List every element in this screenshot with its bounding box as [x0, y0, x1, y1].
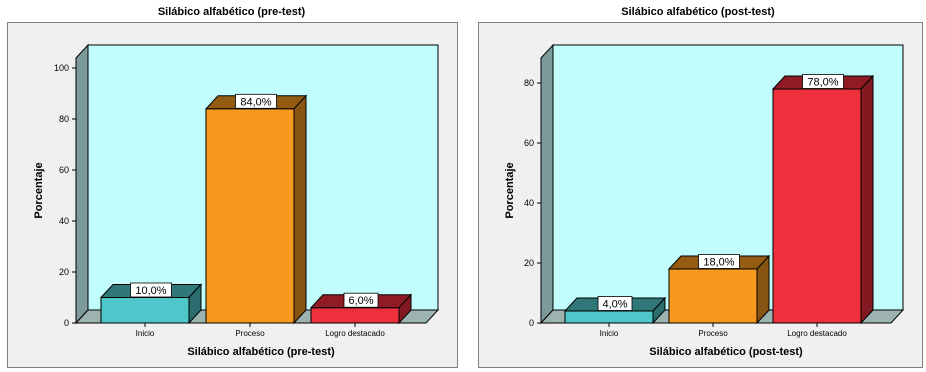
y-tick-label: 20 [524, 258, 534, 268]
y-tick-label: 40 [59, 216, 69, 226]
bar-side-proceso [756, 254, 770, 325]
x-tick-label: Logro destacado [325, 329, 385, 338]
x-tick-label: Proceso [698, 329, 728, 338]
chart-frame: 0 20 40 60 80 Porcentaje 4,0% Inicio 18,0% Proces… [478, 22, 923, 368]
data-label: 84,0% [240, 96, 271, 108]
bar-side-logro-destacado [398, 293, 412, 325]
bar-side-inicio [188, 283, 202, 325]
y-tick-label: 100 [54, 63, 69, 73]
x-tick-label: Proceso [235, 329, 265, 338]
data-label: 4,0% [602, 299, 627, 311]
bar-front-logro-destacado [772, 88, 862, 324]
y-tick-label: 60 [59, 165, 69, 175]
x-axis-label: Silábico alfabético (post-test) [649, 346, 803, 358]
data-label: 6,0% [348, 295, 373, 307]
bar-side-logro-destacado [860, 74, 874, 325]
bar-front-proceso [668, 268, 758, 324]
bar-chart-posttest: 0 20 40 60 80 Porcentaje 4,0% Inicio 18,0% Proces… [504, 43, 905, 358]
data-label: 78,0% [807, 77, 838, 89]
data-label-box [802, 74, 844, 89]
data-label-box [130, 282, 172, 298]
data-label: 10,0% [135, 285, 166, 297]
y-tick-label: 80 [59, 114, 69, 124]
x-axis-label: Silábico alfabético (pre-test) [187, 346, 335, 358]
bar-front-logro-destacado [310, 307, 400, 324]
y-tick-label: 80 [524, 78, 534, 88]
y-tick-label: 40 [524, 198, 534, 208]
x-tick-label: Logro destacado [787, 329, 847, 338]
plot-side-wall [75, 43, 89, 325]
y-tick-label: 60 [524, 138, 534, 148]
bar-front-inicio [564, 310, 654, 324]
bar-side-proceso [293, 94, 307, 325]
data-label-box [235, 93, 277, 109]
x-tick-label: Inicio [136, 329, 155, 338]
bar-front-proceso [205, 108, 295, 324]
plot-side-wall [540, 43, 554, 325]
y-tick-label: 0 [64, 318, 69, 328]
chart-frame: 0 20 40 60 80 100 Porcentaje 10,0% Inicio 84,0% Pr… [7, 22, 458, 368]
bar-side-inicio [652, 296, 666, 325]
y-tick-label: 20 [59, 267, 69, 277]
chart-panel-posttest: Silábico alfabético (post-test) 0 20 40 60 8… [470, 0, 926, 370]
data-label-box [698, 254, 740, 269]
chart-panel-pretest: Silábico alfabético (pre-test) 0 20 40 60 80… [0, 0, 463, 370]
bar-front-inicio [100, 297, 190, 324]
x-tick-label: Inicio [600, 329, 619, 338]
data-label-box [597, 296, 633, 311]
y-axis-label: Porcentaje [33, 162, 45, 218]
y-tick-label: 0 [529, 318, 534, 328]
bar-chart-pretest: 0 20 40 60 80 100 Porcentaje 10,0% Inicio 84,0% Pr… [33, 43, 440, 358]
data-label-box [343, 292, 379, 308]
data-label: 18,0% [703, 257, 734, 269]
y-axis-label: Porcentaje [504, 162, 516, 218]
chart-title: Silábico alfabético (post-test) [621, 6, 775, 18]
chart-title: Silábico alfabético (pre-test) [157, 6, 306, 18]
